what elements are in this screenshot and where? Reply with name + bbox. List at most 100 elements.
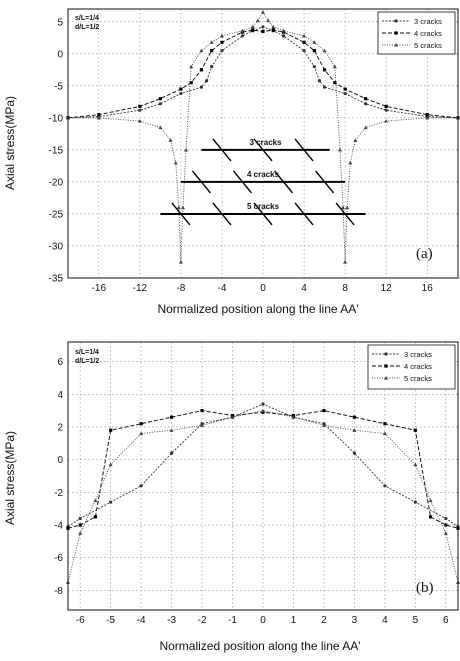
y-tick-label: 4 (57, 390, 63, 401)
data-point (78, 531, 83, 535)
x-tick-label: 16 (422, 283, 434, 294)
data-point (332, 64, 337, 69)
x-tick-label: 5 (413, 615, 419, 626)
data-point (348, 160, 353, 165)
x-tick-label: -2 (198, 615, 207, 626)
param-d-over-l-b: d/L=1/2 (75, 358, 99, 365)
data-point (443, 531, 448, 535)
y-tick-label: -8 (54, 586, 63, 597)
series-group-a (66, 10, 460, 264)
data-point (383, 484, 387, 488)
y-tick-label: -10 (49, 113, 64, 124)
y-tick-labels-b: 6 4 2 0 -2 -4 -6 -8 (54, 357, 63, 597)
series-5-cracks (66, 408, 460, 584)
data-point (138, 108, 142, 112)
crack-mark (315, 170, 335, 194)
data-point (200, 423, 205, 427)
data-point (302, 33, 307, 38)
panel-label-a: (a) (416, 246, 433, 262)
data-point (312, 65, 316, 69)
data-point (312, 49, 316, 53)
x-tick-label: -4 (217, 283, 226, 294)
data-point (109, 428, 113, 432)
series-3-cracks (66, 402, 460, 529)
series-group-b (66, 402, 460, 584)
data-point (168, 138, 173, 142)
y-tick-label: -35 (49, 274, 64, 285)
param-s-over-l-a: s/L=1/4 (75, 15, 99, 22)
data-point (322, 48, 327, 53)
data-point (93, 498, 98, 503)
data-point (199, 85, 204, 89)
y-axis-label-b: Axial stress(MPa) (3, 431, 17, 525)
crack-mark (212, 202, 232, 226)
x-tick-label: -16 (92, 283, 107, 294)
data-point (184, 147, 189, 152)
data-point (425, 115, 430, 120)
legend-label: 3 cracks (404, 350, 432, 359)
data-point (383, 422, 387, 426)
crack-mark (273, 170, 294, 194)
legend-label: 5 cracks (404, 374, 432, 383)
x-tick-label: 0 (260, 283, 266, 294)
data-point (255, 18, 260, 23)
y-tick-label: -15 (49, 145, 64, 156)
data-point (321, 423, 326, 427)
data-point (364, 97, 368, 101)
data-point (345, 205, 350, 210)
chart-b: 6 4 2 0 -2 -4 -6 -8 -6 -5 -4 -3 -2 -1 0 1 2 3 4 5 6 s/L=1/4… (3, 341, 460, 653)
y-tick-label: -5 (54, 81, 63, 92)
data-point (271, 24, 276, 29)
data-point (199, 68, 204, 72)
data-point (343, 91, 347, 96)
data-point (352, 451, 357, 455)
crack-diagram: 3 cracks (201, 138, 330, 162)
data-point (384, 119, 389, 123)
data-point (444, 523, 448, 527)
data-point (322, 409, 326, 413)
data-point (312, 40, 317, 44)
series-5-cracks (66, 10, 460, 264)
crack-mark (253, 202, 273, 226)
data-point (169, 428, 174, 432)
legend-label: 4 cracks (404, 362, 432, 371)
x-tick-label: 6 (443, 615, 449, 626)
data-point (139, 431, 144, 436)
y-tick-label: -25 (49, 209, 64, 220)
data-point (343, 259, 348, 264)
data-point (230, 415, 235, 419)
data-point (413, 462, 418, 467)
crack-mark (294, 202, 314, 226)
x-tick-label: -6 (76, 615, 85, 626)
data-point (220, 40, 224, 44)
data-point (428, 498, 433, 503)
crack-mark (294, 138, 314, 162)
data-point (384, 108, 388, 112)
crack-mark (191, 170, 211, 194)
data-point (138, 104, 142, 108)
data-point (363, 125, 368, 130)
data-point (97, 113, 101, 117)
crack-diagram: 4 cracks (180, 170, 346, 194)
data-point (158, 97, 162, 101)
crack-label: 4 cracks (247, 170, 280, 179)
data-point (176, 205, 181, 210)
panel-label-b: (b) (416, 580, 434, 596)
crack-diagram: 5 cracks (160, 202, 366, 226)
y-tick-labels-a: 5 0 -5 -10 -15 -20 -25 -30 -35 (49, 17, 64, 284)
data-point (352, 428, 357, 432)
data-point (353, 138, 358, 142)
param-d-over-l-a: d/L=1/2 (75, 24, 99, 31)
data-point (428, 515, 433, 519)
data-point (200, 409, 204, 413)
legend-marker (394, 31, 398, 35)
x-tick-label: -4 (137, 615, 146, 626)
data-point (108, 462, 113, 467)
y-tick-label: -2 (54, 488, 63, 499)
crack-mark (212, 138, 232, 162)
data-point (261, 25, 265, 29)
data-point (413, 428, 417, 432)
data-point (139, 422, 143, 426)
x-tick-label: 4 (382, 615, 388, 626)
